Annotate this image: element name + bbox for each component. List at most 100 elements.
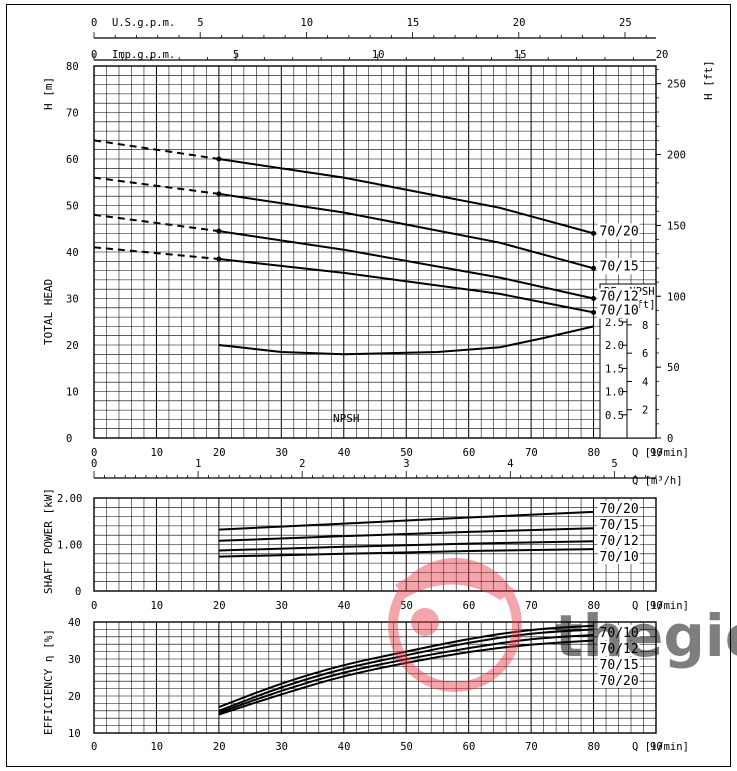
curve-label-bg: [597, 288, 640, 305]
head-ytick-label: 70: [66, 108, 79, 120]
head-ytick-label: 40: [66, 247, 79, 259]
head-curve-70-12-dashed: [93, 213, 220, 233]
eff-xlabel: Q [l/min]: [632, 741, 689, 753]
eff-curve-70-15: [218, 633, 594, 714]
power-border: [93, 497, 657, 592]
head-curve-70-15: [218, 192, 594, 270]
impgpm-tick-label: 15: [514, 49, 527, 61]
curve-label-bg: [597, 533, 640, 548]
usgpm-tick-label: 25: [619, 17, 632, 29]
eff-grid: [93, 621, 657, 734]
ft-tick-label: 50: [667, 362, 680, 374]
head-ylabel: TOTAL HEAD: [42, 279, 55, 345]
eff-xtick-label: 60: [463, 741, 476, 753]
eff-ytick-label: 40: [68, 617, 81, 629]
power-curve-70-20: [218, 510, 594, 531]
power-xtick-label: 70: [525, 600, 538, 612]
head-ytick-label: 20: [66, 340, 79, 352]
eff-ytick-label: 10: [68, 728, 81, 740]
usgpm-tick-label: 15: [407, 17, 420, 29]
power-ytick-label: 1.00: [57, 540, 82, 552]
m3h-tick-label: 0: [91, 458, 97, 470]
impgpm-tick-label: 0: [91, 49, 97, 61]
eff-xtick-label: 90: [650, 741, 663, 753]
head-curve-start-point: [216, 256, 222, 262]
eff-xtick-label: 40: [338, 741, 351, 753]
power-xtick-label: 30: [275, 600, 288, 612]
head-curve-70-15-dashed: [93, 176, 220, 195]
power-curve-label: 70/15: [600, 518, 639, 533]
curve-label-bg: [597, 223, 640, 240]
usgpm-tick-label: 20: [513, 17, 526, 29]
power-xtick-label: 50: [400, 600, 413, 612]
power-ytick-label: 0: [75, 586, 81, 598]
m3h-tick-label: 1: [195, 458, 201, 470]
npsh-curve-label: NPSH: [333, 412, 360, 425]
head-curve-70-20-dashed: [93, 139, 220, 160]
eff-ylabel: EFFICIENCY η [%]: [42, 629, 55, 735]
head-curve-start-point: [216, 191, 222, 197]
npsh-ft-label: 6: [642, 348, 648, 360]
impgpm-tick-label: 10: [372, 49, 385, 61]
head-curve-end-point: [591, 296, 597, 301]
head-ytick-label: 60: [66, 154, 79, 166]
head-ytick-label: 50: [66, 201, 79, 213]
curve-label-bg: [597, 501, 640, 516]
eff-xtick-label: 30: [275, 741, 288, 753]
head-border: [93, 65, 657, 439]
npsh-curve: [218, 325, 594, 356]
power-xtick-label: 90: [650, 600, 663, 612]
eff-ytick-label: 30: [68, 654, 81, 666]
eff-curve-label: 70/12: [600, 642, 639, 657]
power-grid: [93, 497, 657, 592]
eff-xtick-label: 50: [400, 741, 413, 753]
head-curve-end-point: [591, 265, 597, 271]
npsh-m-label: 1.5: [605, 363, 624, 375]
eff-xtick-label: 10: [150, 741, 163, 753]
npsh-ft-label: 2: [642, 405, 648, 417]
power-xtick-label: 0: [91, 600, 97, 612]
eff-xtick-label: 80: [588, 741, 601, 753]
usgpm-tick-label: 5: [197, 17, 203, 29]
m3h-tick-label: 3: [403, 458, 409, 470]
npsh-m-label: 1.0: [605, 387, 624, 399]
head-xtick-label: 30: [275, 447, 288, 459]
m3h-tick-label: 4: [507, 458, 513, 470]
power-curve-label: 70/20: [600, 502, 639, 517]
head-xtick-label: 10: [150, 447, 163, 459]
eff-border: [93, 621, 657, 734]
curve-label-bg: [597, 258, 640, 275]
head-xtick-label: 0: [91, 447, 97, 459]
head-xtick-label: 80: [588, 447, 601, 459]
head-ylabel-unit: H [m]: [42, 77, 55, 110]
head-ytick-label: 80: [66, 61, 79, 73]
head-ytick-label: 10: [66, 387, 79, 399]
watermark-logo: [388, 558, 522, 692]
eff-curve-70-12: [218, 628, 594, 712]
eff-ytick-label: 20: [68, 691, 81, 703]
head-xtick-label: 60: [463, 447, 476, 459]
power-xlabel: Q [l/min]: [632, 600, 689, 612]
head-ytick-label: 0: [66, 433, 72, 445]
usgpm-label: U.S.g.p.m.: [112, 17, 175, 29]
curve-label-bg: [597, 657, 640, 672]
head-ytick-label: 30: [66, 294, 79, 306]
eff-curve-label: 70/20: [600, 674, 639, 689]
power-xtick-label: 40: [338, 600, 351, 612]
head-curve-70-10: [218, 258, 594, 314]
impgpm-tick-label: 5: [233, 49, 239, 61]
watermark-text: thegioi: [555, 602, 737, 670]
head-curve-start-point: [216, 156, 222, 162]
head-curve-label: 70/15: [600, 259, 639, 274]
impgpm-label: Imp.g.p.m.: [112, 49, 175, 61]
impgpm-tick-label: 20: [656, 49, 669, 61]
curve-label-bg: [597, 625, 640, 640]
head-curve-70-20: [218, 158, 594, 235]
power-ylabel: SHAFT POWER [kW]: [42, 488, 55, 594]
head-xtick-label: 50: [400, 447, 413, 459]
chart-frame: [6, 4, 731, 767]
power-curve-label: 70/12: [600, 534, 639, 549]
head-xlabel: Q [l/min]: [632, 447, 689, 459]
head-curve-end-point: [591, 230, 597, 236]
